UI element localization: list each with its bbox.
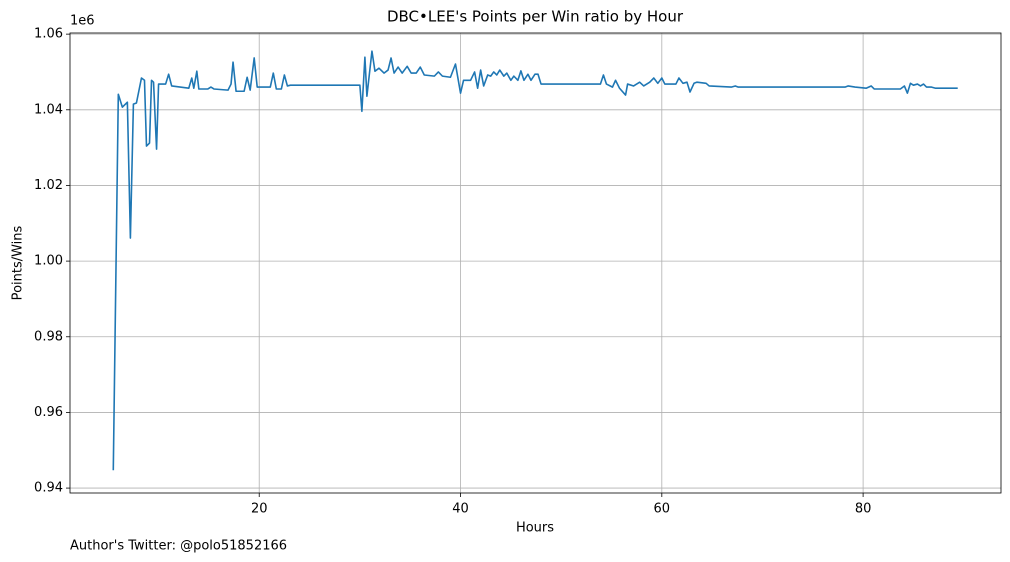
footer: Author's Twitter: @polo51852166 (70, 539, 287, 554)
x-tick-label: 20 (251, 502, 268, 517)
y-axis-label: Points/Wins (11, 225, 26, 300)
y-tick-label: 0.94 (34, 481, 63, 496)
y-tick-label: 1.06 (34, 27, 63, 42)
data-line (112, 50, 958, 471)
x-tick-label: 60 (654, 502, 671, 517)
y-tick-label: 1.00 (34, 254, 63, 269)
x-axis-label: Hours (516, 521, 554, 536)
y-tick-label: 0.96 (34, 405, 63, 420)
y-tick-label: 0.98 (34, 329, 63, 344)
x-tick-label: 80 (855, 502, 872, 517)
y-tick-label: 1.02 (34, 178, 63, 193)
axes-frame (69, 32, 1002, 494)
x-tick-label: 40 (452, 502, 469, 517)
y-offset-label: 1e6 (70, 14, 95, 29)
chart-title: DBC•LEE's Points per Win ratio by Hour (387, 8, 684, 26)
y-tick-label: 1.04 (34, 102, 63, 117)
